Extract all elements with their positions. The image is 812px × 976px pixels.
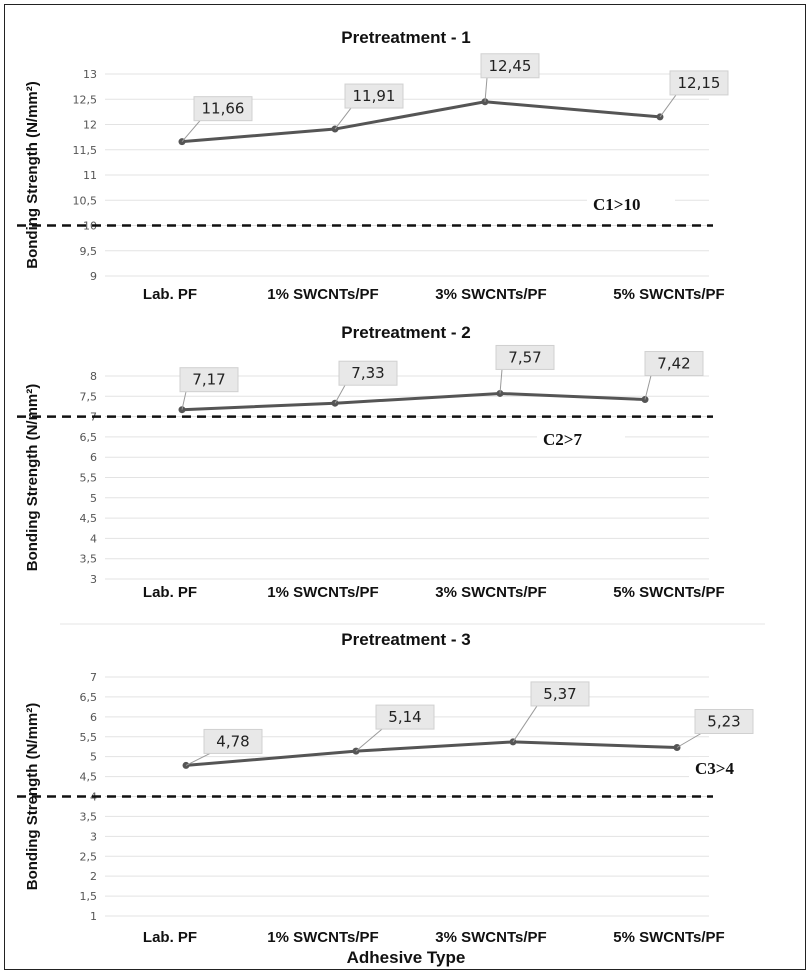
label-leader — [676, 733, 702, 748]
data-label-box — [344, 83, 404, 109]
y-tick-label: 13 — [83, 68, 97, 81]
y-tick-label: 6,5 — [80, 431, 98, 444]
x-tick-label: Lab. PF — [143, 286, 197, 303]
y-tick-label: 3,5 — [80, 553, 98, 566]
y-tick-label: 9,5 — [80, 245, 98, 258]
data-label-box — [530, 681, 590, 707]
x-tick-label: 1% SWCNTs/PF — [267, 929, 378, 946]
y-tick-label: 5,5 — [80, 731, 98, 744]
y-tick-label: 7 — [90, 671, 97, 684]
label-leader — [355, 728, 383, 752]
data-label: 4,78 — [216, 732, 249, 750]
y-tick-label: 8 — [90, 370, 97, 383]
threshold-label: C3>4 — [695, 759, 734, 778]
y-tick-label: 10 — [83, 220, 97, 233]
data-label-box — [193, 96, 253, 122]
data-label: 11,66 — [202, 100, 245, 118]
x-tick-label: Lab. PF — [143, 584, 197, 601]
x-tick-label: 1% SWCNTs/PF — [267, 286, 378, 303]
label-leader — [644, 375, 652, 400]
y-tick-label: 2,5 — [80, 850, 98, 863]
y-tick-label: 1 — [90, 910, 97, 923]
x-tick-label: 3% SWCNTs/PF — [435, 929, 546, 946]
label-leader — [659, 94, 677, 118]
data-label: 5,23 — [707, 713, 740, 731]
data-label: 7,33 — [351, 364, 384, 382]
label-leader — [334, 384, 346, 404]
chart-title: Pretreatment - 2 — [341, 323, 470, 342]
y-tick-label: 9 — [90, 270, 97, 283]
data-label: 5,14 — [388, 708, 421, 726]
y-tick-label: 3 — [90, 830, 97, 843]
series-line — [181, 391, 646, 412]
data-label: 5,37 — [543, 685, 576, 703]
series-line — [185, 740, 678, 767]
figure-frame: Pretreatment - 1 Bonding Strength (N/mm²)… — [4, 4, 806, 970]
x-tick-label: 3% SWCNTs/PF — [435, 584, 546, 601]
data-label-box — [694, 709, 754, 735]
threshold-label: C2>7 — [543, 430, 582, 449]
label-leader — [484, 77, 488, 102]
data-label: 7,42 — [657, 355, 690, 373]
x-axis-label: Adhesive Type — [347, 948, 466, 967]
data-label-box — [669, 70, 729, 96]
chart-panel-2: Pretreatment - 2 Bonding Strength (N/mm²)… — [17, 323, 725, 601]
chart-title: Pretreatment - 1 — [341, 28, 470, 47]
chart-canvas: Pretreatment - 1 Bonding Strength (N/mm²)… — [17, 28, 777, 967]
y-tick-label: 11 — [83, 169, 97, 182]
x-tick-label: 1% SWCNTs/PF — [267, 584, 378, 601]
data-label: 11,91 — [353, 87, 396, 105]
y-tick-label: 11,5 — [73, 144, 98, 157]
y-tick-label: 6 — [90, 451, 97, 464]
data-label-box — [495, 344, 555, 370]
threshold-label-bg — [537, 428, 625, 451]
data-label-box — [203, 728, 263, 754]
chart-title: Pretreatment - 3 — [341, 630, 470, 649]
threshold-label: C1>10 — [593, 195, 640, 214]
label-leader — [334, 107, 352, 130]
data-label-box — [644, 351, 704, 377]
data-label-box — [338, 360, 398, 386]
y-tick-label: 3 — [90, 573, 97, 586]
label-leader — [512, 705, 538, 743]
y-tick-label: 12 — [83, 119, 97, 132]
y-tick-label: 6 — [90, 711, 97, 724]
data-label-box — [480, 53, 540, 79]
data-label: 12,15 — [678, 74, 721, 92]
y-tick-label: 1,5 — [80, 890, 98, 903]
y-tick-label: 3,5 — [80, 810, 98, 823]
data-label-box — [375, 704, 435, 730]
y-axis-label: Bonding Strength (N/mm²) — [24, 384, 41, 571]
y-tick-label: 4,5 — [80, 771, 98, 784]
y-tick-label: 5,5 — [80, 472, 98, 485]
y-tick-label: 6,5 — [80, 691, 98, 704]
y-tick-label: 12,5 — [73, 93, 98, 106]
y-tick-label: 2 — [90, 870, 97, 883]
y-tick-label: 5 — [90, 751, 97, 764]
x-tick-label: 5% SWCNTs/PF — [613, 286, 724, 303]
series-line — [181, 100, 661, 144]
data-label: 7,57 — [508, 348, 541, 366]
x-tick-label: 5% SWCNTs/PF — [613, 929, 724, 946]
x-tick-label: 3% SWCNTs/PF — [435, 286, 546, 303]
data-label: 12,45 — [489, 57, 532, 75]
label-leader — [181, 120, 201, 142]
y-tick-label: 5 — [90, 492, 97, 505]
label-leader — [181, 391, 187, 410]
label-leader — [499, 369, 503, 394]
y-tick-label: 4,5 — [80, 512, 98, 525]
data-label-box — [179, 367, 239, 393]
label-leader — [185, 752, 211, 766]
data-label: 7,17 — [192, 371, 225, 389]
chart-panel-1: Pretreatment - 1 Bonding Strength (N/mm²)… — [17, 28, 729, 303]
threshold-label-bg — [587, 193, 675, 216]
x-tick-label: Lab. PF — [143, 929, 197, 946]
y-tick-label: 7,5 — [80, 390, 98, 403]
y-tick-label: 10,5 — [73, 194, 98, 207]
x-tick-label: 5% SWCNTs/PF — [613, 584, 724, 601]
y-tick-label: 4 — [90, 532, 97, 545]
y-axis-label: Bonding Strength (N/mm²) — [24, 81, 41, 268]
threshold-label-bg — [689, 757, 777, 780]
